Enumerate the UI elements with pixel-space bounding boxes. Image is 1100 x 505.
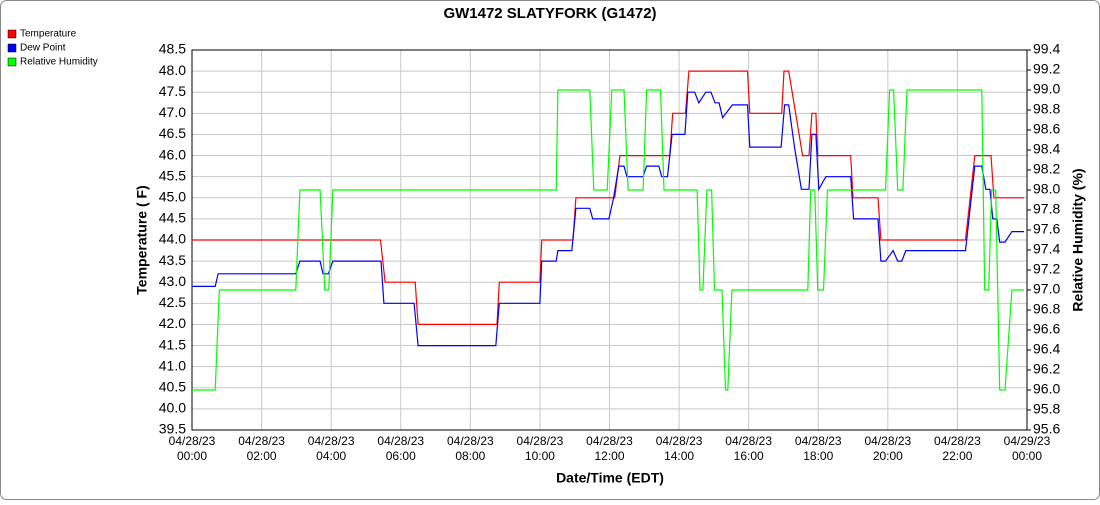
- y2-tick-label: 95.6: [1033, 421, 1060, 437]
- x-tick-label: 00:00: [1012, 449, 1042, 463]
- y2-tick-label: 98.6: [1033, 121, 1060, 137]
- x-tick-label: 22:00: [942, 449, 972, 463]
- legend-label: Relative Humidity: [20, 57, 98, 68]
- y2-axis-title: Relative Humidity (%): [1070, 168, 1086, 311]
- x-tick-label: 00:00: [177, 449, 207, 463]
- y-tick-label: 46.0: [159, 146, 186, 162]
- x-tick-label: 02:00: [247, 449, 277, 463]
- y2-tick-label: 96.4: [1033, 341, 1060, 357]
- y-tick-label: 43.5: [159, 252, 186, 268]
- y2-tick-label: 97.6: [1033, 221, 1060, 237]
- y-tick-label: 40.0: [159, 400, 186, 416]
- y-tick-label: 47.0: [159, 104, 186, 120]
- x-tick-label: 04/28/23: [308, 434, 355, 448]
- y-tick-label: 42.0: [159, 315, 186, 331]
- y2-tick-label: 99.4: [1033, 41, 1060, 57]
- legend-swatch: [7, 57, 17, 67]
- y-tick-label: 45.0: [159, 188, 186, 204]
- legend-label: Dew Point: [20, 43, 66, 54]
- x-tick-label: 16:00: [734, 449, 764, 463]
- x-tick-label: 04/28/23: [586, 434, 633, 448]
- y-tick-label: 41.5: [159, 336, 186, 352]
- legend-swatch: [7, 43, 17, 53]
- y2-tick-label: 97.2: [1033, 261, 1060, 277]
- y2-tick-label: 99.0: [1033, 81, 1060, 97]
- y-tick-label: 46.5: [159, 125, 186, 141]
- x-axis-title: Date/Time (EDT): [556, 470, 664, 486]
- y-tick-label: 41.0: [159, 357, 186, 373]
- y-tick-label: 47.5: [159, 83, 186, 99]
- y2-tick-label: 97.4: [1033, 241, 1060, 257]
- series-line: [192, 89, 1025, 391]
- y-tick-label: 40.5: [159, 378, 186, 394]
- y-axis-title: Temperature ( F): [134, 185, 150, 294]
- y2-tick-label: 98.4: [1033, 141, 1060, 157]
- y-tick-label: 39.5: [159, 421, 186, 437]
- y2-tick-label: 98.8: [1033, 101, 1060, 117]
- y2-tick-label: 99.2: [1033, 61, 1060, 77]
- y2-tick-label: 95.8: [1033, 401, 1060, 417]
- y2-tick-label: 97.8: [1033, 201, 1060, 217]
- series-line: [192, 70, 1025, 325]
- y2-tick-label: 98.2: [1033, 161, 1060, 177]
- x-tick-label: 04/29/23: [1004, 434, 1051, 448]
- x-tick-label: 04/28/23: [656, 434, 703, 448]
- x-tick-label: 04/28/23: [864, 434, 911, 448]
- series-line: [192, 91, 1025, 347]
- y-tick-label: 42.5: [159, 294, 186, 310]
- x-tick-label: 04/28/23: [517, 434, 564, 448]
- x-tick-label: 04/28/23: [169, 434, 216, 448]
- x-tick-label: 08:00: [455, 449, 485, 463]
- y-tick-label: 48.0: [159, 62, 186, 78]
- x-tick-label: 20:00: [873, 449, 903, 463]
- legend-label: Temperature: [20, 29, 77, 40]
- x-tick-label: 10:00: [525, 449, 555, 463]
- y2-tick-label: 96.6: [1033, 321, 1060, 337]
- x-tick-label: 04/28/23: [238, 434, 285, 448]
- y-tick-label: 45.5: [159, 167, 186, 183]
- x-tick-label: 12:00: [594, 449, 624, 463]
- y2-tick-label: 96.2: [1033, 361, 1060, 377]
- y2-tick-label: 97.0: [1033, 281, 1060, 297]
- chart-title: GW1472 SLATYFORK (G1472): [443, 5, 656, 22]
- x-tick-label: 06:00: [386, 449, 416, 463]
- x-tick-label: 04/28/23: [934, 434, 981, 448]
- y2-tick-label: 96.0: [1033, 381, 1060, 397]
- x-tick-label: 04/28/23: [377, 434, 424, 448]
- x-tick-label: 04/28/23: [795, 434, 842, 448]
- legend-swatch: [7, 29, 17, 39]
- y-tick-label: 44.0: [159, 231, 186, 247]
- x-tick-label: 04:00: [316, 449, 346, 463]
- y-tick-label: 48.5: [159, 41, 186, 57]
- x-tick-label: 04/28/23: [447, 434, 494, 448]
- y2-tick-label: 98.0: [1033, 181, 1060, 197]
- y2-tick-label: 96.8: [1033, 301, 1060, 317]
- y-tick-label: 44.5: [159, 210, 186, 226]
- y-tick-label: 43.0: [159, 273, 186, 289]
- x-tick-label: 14:00: [664, 449, 694, 463]
- x-tick-label: 04/28/23: [725, 434, 772, 448]
- x-tick-label: 18:00: [803, 449, 833, 463]
